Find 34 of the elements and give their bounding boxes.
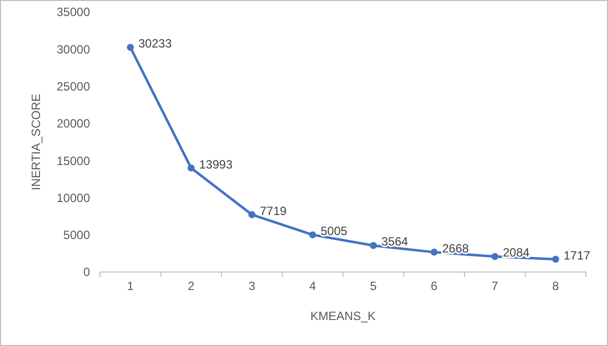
x-tick-label: 3 [248, 279, 256, 293]
y-tick-label: 5000 [63, 228, 90, 242]
data-label: 1717 [564, 248, 591, 262]
y-tick-label: 20000 [56, 116, 90, 131]
x-tick-label: 8 [552, 279, 560, 293]
y-tick-label: 25000 [56, 79, 90, 94]
x-tick-label: 5 [370, 279, 378, 293]
y-tick-label: 0 [83, 265, 90, 280]
x-tick-label: 4 [309, 279, 316, 293]
x-axis-title: KMEANS_K [310, 309, 376, 323]
x-tick-label: 6 [430, 279, 438, 293]
point [188, 164, 195, 172]
point [126, 44, 134, 51]
data-label: 3564 [381, 234, 408, 249]
point [491, 253, 498, 260]
y-tick-label: 35000 [56, 5, 90, 20]
data-label: 5005 [320, 224, 348, 238]
point [248, 211, 256, 218]
y-tick-label: 30000 [56, 42, 90, 56]
data-label: 2084 [502, 246, 530, 260]
y-tick-label: 15000 [56, 154, 90, 168]
point [552, 256, 560, 263]
data-label: 30233 [138, 36, 172, 51]
y-axis-title: INERTIA_SCORE [29, 94, 43, 190]
x-tick-label: 7 [492, 279, 499, 293]
data-label: 2668 [442, 241, 470, 256]
y-tick-label: 10000 [56, 190, 90, 205]
x-tick-label: 1 [127, 279, 134, 293]
data-label: 7719 [260, 204, 287, 218]
point [430, 248, 438, 256]
x-tick-label: 2 [188, 279, 195, 293]
point [309, 231, 316, 238]
point [370, 242, 377, 250]
data-label: 13993 [199, 157, 233, 172]
